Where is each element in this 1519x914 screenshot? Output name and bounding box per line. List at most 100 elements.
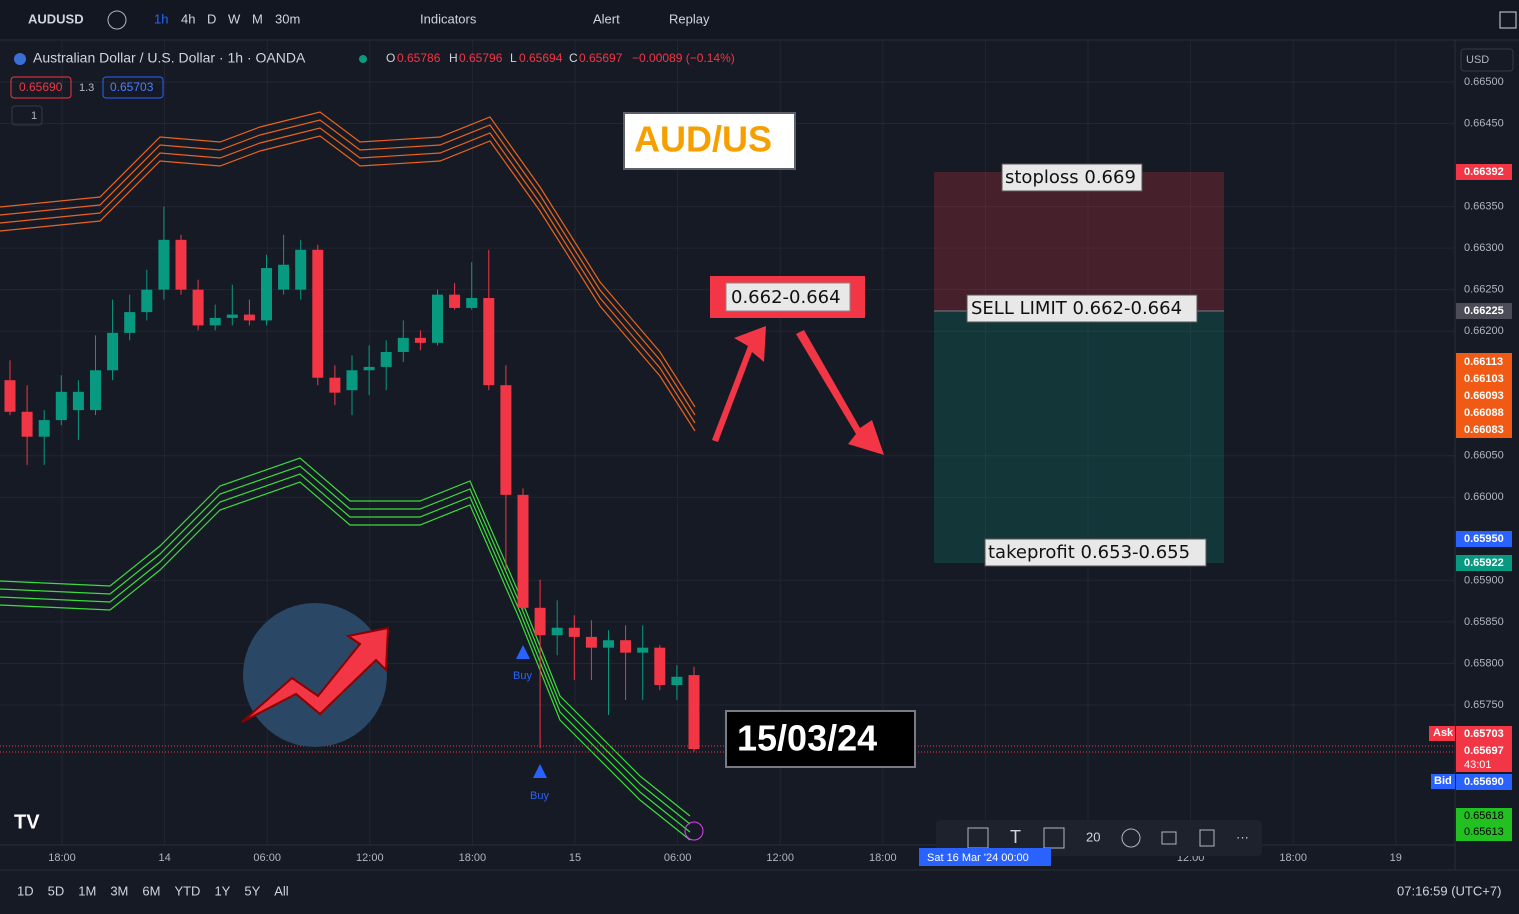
candle-body (90, 370, 101, 411)
sell-box-label (966, 294, 1198, 323)
candle-body (38, 420, 50, 437)
candle-body (671, 676, 683, 686)
candle-body (124, 312, 136, 333)
candle-body (688, 675, 700, 750)
candle-body (329, 377, 341, 393)
tool-button[interactable] (1121, 828, 1141, 848)
title-box (623, 112, 796, 170)
ohlc-value: 0.65796 (459, 51, 503, 65)
range-button[interactable]: 5Y (244, 883, 260, 898)
alert-button[interactable]: Alert (593, 11, 620, 26)
range-button[interactable]: 6M (142, 883, 160, 898)
candle-body (261, 268, 272, 321)
collapse-count: 1 (31, 110, 37, 122)
stoploss-label: stoploss 0.669 (1005, 167, 1136, 188)
range-button[interactable]: 1Y (214, 883, 230, 898)
fullscreen[interactable] (1499, 11, 1517, 29)
candle-body (278, 264, 290, 290)
candle-body (568, 627, 580, 637)
date-label: 15/03/24 (737, 718, 877, 759)
x-tick-label: 18:00 (1279, 852, 1307, 864)
buy-marker (516, 645, 530, 659)
price-badge: 0.65613 (1464, 826, 1504, 838)
interval[interactable]: 4h (181, 11, 195, 26)
candle-body (585, 636, 597, 648)
range-inner (725, 282, 851, 312)
candle-body (551, 627, 563, 636)
buy-label: Buy (513, 670, 532, 682)
candle-body (363, 366, 375, 371)
range-label: 0.662-0.664 (731, 287, 841, 308)
arrow-down (796, 330, 884, 455)
ohlc-label: O (386, 51, 395, 65)
tool-button[interactable]: T (1010, 827, 1021, 847)
tool-button[interactable] (1199, 829, 1215, 847)
tool-button[interactable] (1043, 827, 1065, 849)
range-button[interactable]: YTD (174, 883, 200, 898)
currency-button[interactable] (1460, 48, 1514, 72)
buy-box[interactable] (102, 76, 164, 99)
y-tick-label: 0.66350 (1464, 201, 1504, 213)
interval[interactable]: M (252, 11, 263, 26)
logo-circle (243, 603, 387, 747)
arrow-up (712, 326, 766, 442)
line-width[interactable]: 20 (1086, 829, 1100, 844)
spread: 1.3 (79, 82, 94, 94)
ohlc-value: 0.65786 (397, 51, 441, 65)
interval[interactable]: D (207, 11, 216, 26)
indicators-button[interactable]: Indicators (420, 11, 477, 26)
symbol[interactable]: AUDUSD (28, 11, 84, 26)
y-tick-label: 0.65850 (1464, 616, 1504, 628)
x-tick-label: 19 (1390, 852, 1402, 864)
range-button[interactable]: 1M (78, 883, 96, 898)
range-button[interactable]: 1D (17, 883, 34, 898)
currency: USD (1466, 54, 1489, 66)
interval[interactable]: W (228, 11, 241, 26)
candle-body (637, 647, 649, 653)
price-badge: 0.65950 (1464, 533, 1504, 545)
ohlc-label: L (510, 51, 517, 65)
y-tick-label: 0.66300 (1464, 242, 1504, 254)
clock: 07:16:59 (UTC+7) (1397, 883, 1501, 898)
price-badge: 0.65697 (1464, 745, 1504, 757)
ohlc-label: C (569, 51, 578, 65)
candle-body (483, 297, 495, 386)
event-icon[interactable] (684, 821, 704, 841)
price-badge: 0.66113 (1464, 356, 1503, 368)
legend-title: Australian Dollar / U.S. Dollar · 1h · O… (33, 50, 306, 66)
sell-box[interactable] (10, 76, 72, 99)
top-bar (0, 0, 1519, 40)
add-symbol[interactable] (107, 10, 127, 30)
x-tick-label: 12:00 (766, 852, 794, 864)
drawing-toolbar (936, 820, 1262, 856)
candle-body (243, 314, 255, 321)
ohlc-value: 0.65694 (519, 51, 563, 65)
collapse-button[interactable] (11, 105, 43, 126)
candle-body (209, 317, 221, 326)
candle-body (72, 391, 84, 411)
range-button[interactable]: 3M (110, 883, 128, 898)
ask-tag: Ask (1433, 727, 1454, 739)
interval[interactable]: 30m (275, 11, 300, 26)
range-button[interactable]: All (274, 883, 289, 898)
interval[interactable]: 1h (154, 11, 168, 26)
price-badge: 0.66088 (1464, 407, 1504, 419)
tool-button[interactable]: ··· (1236, 829, 1249, 844)
lower-band (0, 457, 691, 841)
buy-marker (533, 764, 547, 778)
candle-body (449, 294, 461, 308)
tool-button[interactable] (1161, 831, 1177, 845)
candle-body (432, 294, 443, 343)
x-tick-label: 14 (158, 852, 170, 864)
target-zone (934, 311, 1224, 563)
date-box (725, 710, 916, 768)
replay-button[interactable]: Replay (669, 11, 710, 26)
ask-price: 0.65703 (110, 80, 154, 94)
price-badge: 0.65703 (1464, 728, 1504, 740)
range-button[interactable]: 5D (48, 883, 65, 898)
candle-body (414, 337, 426, 343)
price-badge: 0.66083 (1464, 424, 1504, 436)
upper-band (0, 111, 696, 432)
tp-box (984, 538, 1207, 567)
